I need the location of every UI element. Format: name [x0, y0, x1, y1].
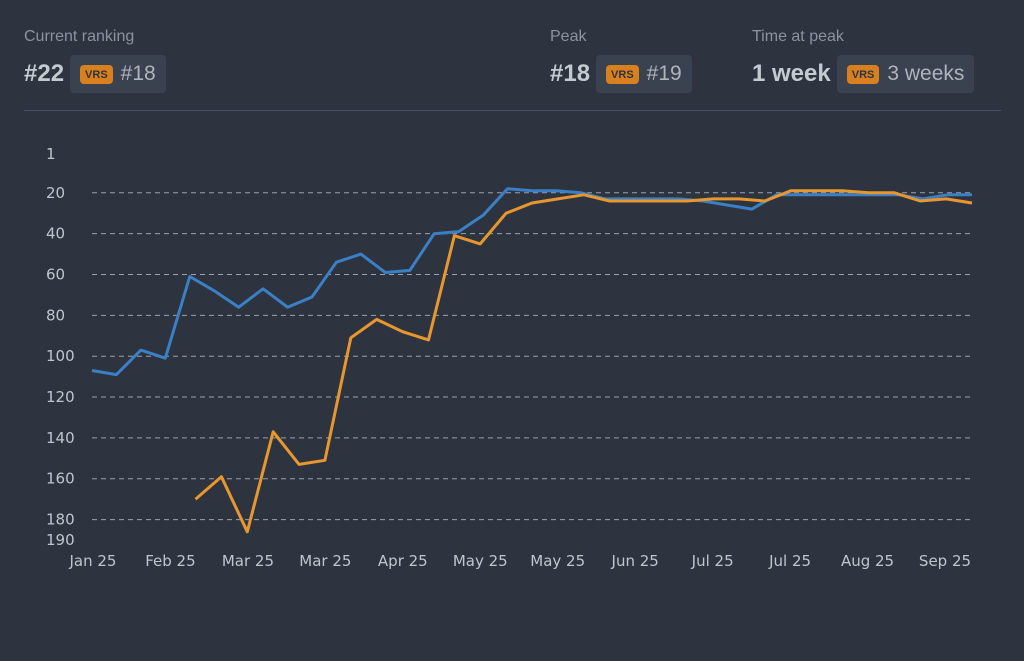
time-at-peak-vrs-value: 3 weeks [887, 62, 965, 85]
series-line-2 [194, 189, 973, 534]
y-tick-label: 20 [46, 184, 65, 202]
x-tick-label: Sep 25 [919, 552, 971, 570]
x-tick-label: Apr 25 [378, 552, 428, 570]
time-at-peak-label: Time at peak [752, 28, 844, 45]
peak-vrs: VRS #19 [596, 55, 692, 93]
x-tick-label: Jan 25 [69, 552, 117, 570]
peak-value: #18 [550, 60, 591, 87]
y-tick-label: 60 [46, 265, 65, 283]
series-lines [91, 187, 973, 534]
grid-lines [92, 192, 972, 521]
x-tick-label: Jul 25 [691, 552, 734, 570]
y-tick-label: 140 [46, 429, 75, 447]
y-tick-label: 100 [46, 347, 75, 365]
vrs-badge: VRS [80, 64, 113, 84]
header-divider [24, 110, 1001, 111]
stat-peak: Peak #18 VRS #19 [550, 26, 692, 93]
y-tick-label: 40 [46, 225, 65, 243]
x-tick-label: May 25 [453, 552, 508, 570]
x-tick-label: Jul 25 [768, 552, 811, 570]
y-tick-label: 80 [46, 306, 65, 324]
current-ranking-label: Current ranking [24, 28, 135, 45]
peak-label: Peak [550, 28, 587, 45]
y-tick-label: 180 [46, 511, 75, 529]
current-ranking-vrs: VRS #18 [70, 55, 166, 93]
stat-current-ranking: Current ranking #22 VRS #18 [24, 26, 166, 93]
y-tick-label: 160 [46, 470, 75, 488]
y-tick-label: 1 [46, 145, 56, 163]
vrs-badge: VRS [846, 64, 880, 84]
x-tick-label: Aug 25 [841, 552, 894, 570]
current-ranking-vrs-value: #18 [120, 62, 156, 85]
y-tick-label: 190 [46, 531, 75, 549]
x-tick-label: Mar 25 [299, 552, 351, 570]
x-tick-label: Mar 25 [222, 552, 274, 570]
vrs-badge: VRS [606, 64, 639, 84]
time-at-peak-vrs: VRS 3 weeks [836, 55, 975, 93]
x-tick-labels: Jan 25 Feb 25 Mar 25 Mar 25 Apr 25 May 25 May … [69, 552, 972, 570]
stat-time-at-peak: Time at peak 1 week VRS 3 weeks [752, 26, 975, 93]
current-ranking-value: #22 [24, 60, 65, 87]
y-tick-label: 120 [46, 388, 75, 406]
x-tick-label: Jun 25 [611, 552, 659, 570]
series-line-1 [91, 187, 972, 377]
peak-vrs-value: #19 [646, 62, 682, 85]
x-tick-label: Feb 25 [145, 552, 195, 570]
x-tick-label: May 25 [530, 552, 585, 570]
time-at-peak-value: 1 week [752, 60, 831, 87]
